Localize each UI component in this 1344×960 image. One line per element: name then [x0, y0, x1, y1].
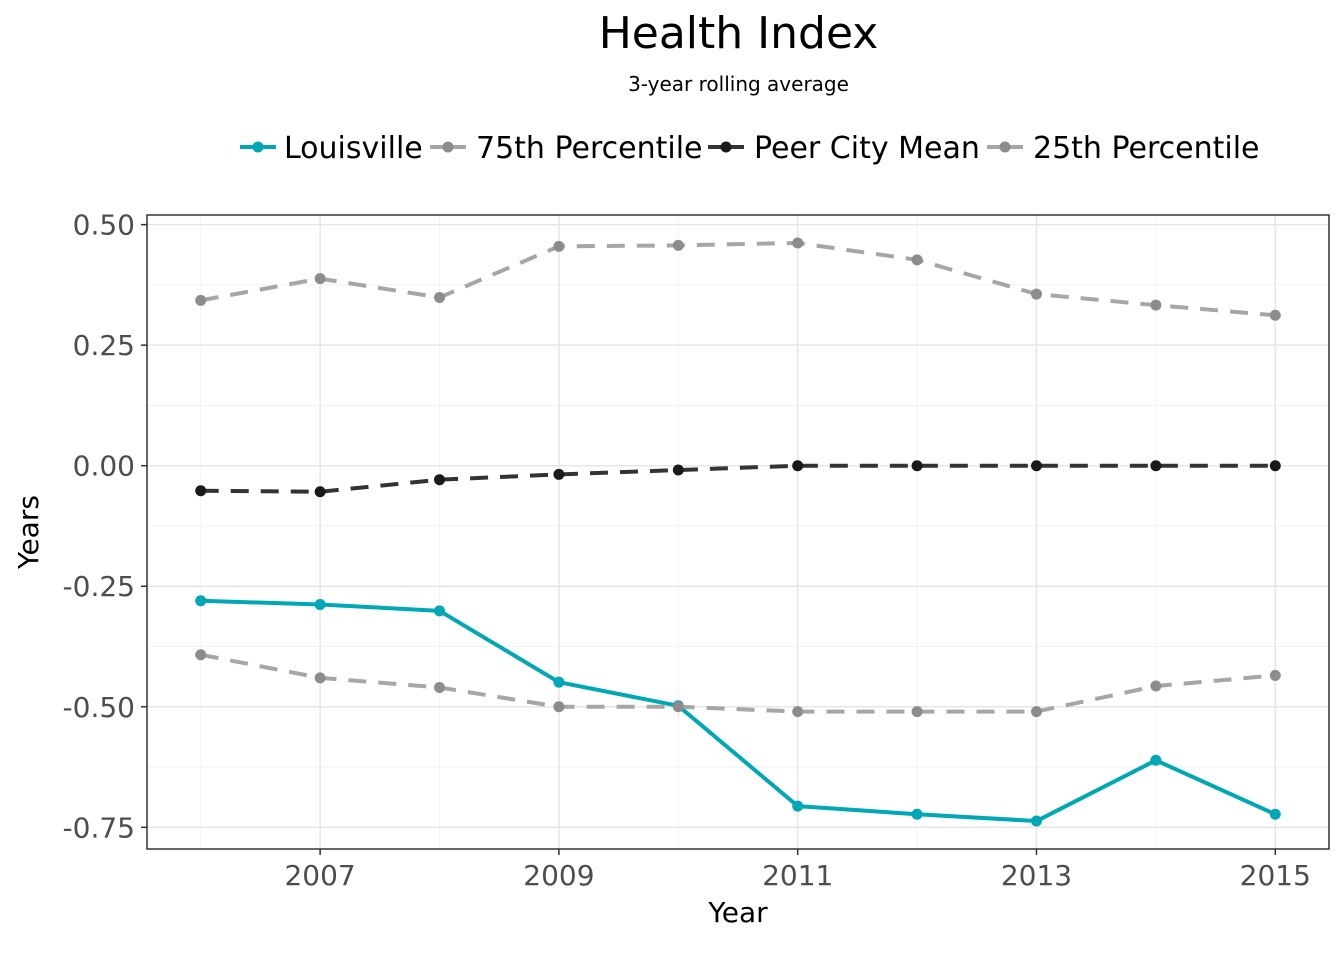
legend-key-point	[999, 141, 1011, 153]
data-point	[1030, 288, 1042, 300]
data-point	[314, 672, 326, 684]
series-75th-percentile	[195, 237, 1281, 321]
data-point	[672, 464, 684, 476]
data-point	[792, 237, 804, 249]
legend-key-point	[442, 141, 454, 153]
legend-item: 25th Percentile	[987, 131, 1260, 166]
data-point	[1150, 460, 1162, 472]
x-tick-label: 2013	[1001, 859, 1072, 892]
data-point	[672, 701, 684, 713]
chart-title: Health Index	[598, 8, 879, 59]
legend-key-point	[252, 141, 264, 153]
x-axis-title: Year	[707, 896, 768, 929]
chart-subtitle: 3-year rolling average	[628, 72, 849, 96]
data-point	[314, 486, 326, 498]
data-point	[195, 485, 207, 497]
data-point	[434, 681, 446, 693]
data-point	[1269, 808, 1281, 820]
data-point	[195, 595, 207, 607]
legend-label: Louisville	[284, 131, 423, 166]
data-point	[1150, 299, 1162, 311]
data-point	[195, 294, 207, 306]
data-point	[792, 800, 804, 812]
x-tick-label: 2007	[284, 859, 355, 892]
legend-label: 75th Percentile	[476, 131, 703, 166]
series-peer-city-mean	[195, 460, 1281, 498]
data-point	[434, 474, 446, 486]
data-point	[911, 254, 923, 266]
y-tick-label: 0.50	[73, 209, 135, 242]
data-point	[792, 460, 804, 472]
data-point	[553, 676, 565, 688]
series-line	[200, 240, 1276, 318]
data-point	[792, 706, 804, 718]
x-tick-label: 2015	[1240, 859, 1311, 892]
legend-item: Peer City Mean	[708, 131, 980, 166]
y-tick-label: 0.25	[73, 329, 135, 362]
legend-item: Louisville	[240, 131, 423, 166]
legend-label: 25th Percentile	[1033, 131, 1260, 166]
data-point	[1150, 754, 1162, 766]
legend-item: 75th Percentile	[430, 131, 703, 166]
legend-label: Peer City Mean	[754, 131, 980, 166]
data-point	[553, 240, 565, 252]
data-point	[1269, 669, 1281, 681]
panel-border	[146, 214, 1330, 850]
data-point	[1030, 815, 1042, 827]
data-point	[434, 291, 446, 303]
legend: Louisville 75th Percentile Peer City Mean 2…	[240, 131, 1260, 166]
data-point	[1030, 706, 1042, 718]
data-point	[553, 468, 565, 480]
data-point	[672, 239, 684, 251]
series-line	[200, 463, 1276, 494]
series-line	[200, 598, 1277, 824]
y-axis: 0.50 0.25 0.00 -0.25 -0.50 -0.75	[63, 209, 147, 844]
x-tick-label: 2011	[762, 859, 833, 892]
legend-key-point	[720, 141, 732, 153]
y-tick-label: -0.25	[63, 570, 135, 603]
data-point	[1269, 309, 1281, 321]
series-25th-percentile	[195, 649, 1281, 718]
y-axis-title: Years	[12, 495, 45, 570]
data-point	[434, 605, 446, 617]
data-point	[911, 460, 923, 472]
data-point	[553, 701, 565, 713]
series-layer	[195, 237, 1281, 827]
data-point	[1030, 460, 1042, 472]
data-point	[314, 273, 326, 285]
y-tick-label: -0.75	[63, 811, 135, 844]
data-point	[195, 649, 207, 661]
data-point	[1269, 460, 1281, 472]
y-tick-label: 0.00	[73, 450, 135, 483]
y-tick-label: -0.50	[63, 691, 135, 724]
data-point	[1150, 680, 1162, 692]
data-point	[314, 599, 326, 611]
x-axis: 2007 2009 2011 2013 2015	[284, 849, 1311, 892]
x-tick-label: 2009	[523, 859, 594, 892]
data-point	[911, 808, 923, 820]
data-point	[911, 706, 923, 718]
series-line	[200, 652, 1276, 714]
